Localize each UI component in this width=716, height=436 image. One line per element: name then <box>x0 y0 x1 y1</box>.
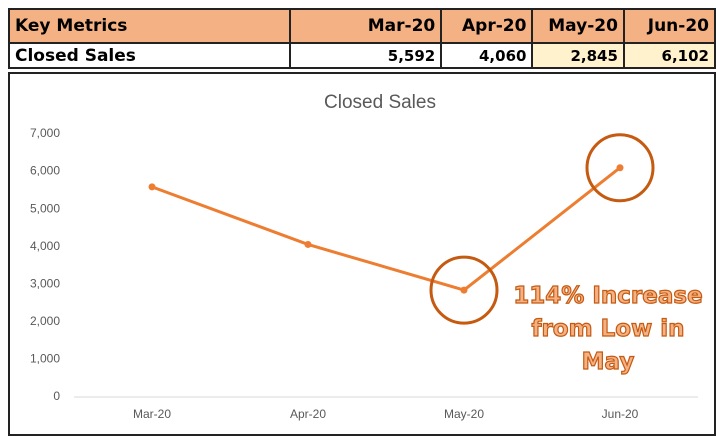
y-tick-label: 2,000 <box>30 314 60 328</box>
cell: 6,102 <box>622 42 716 69</box>
cell: 4,060 <box>440 42 534 69</box>
y-tick-label: 4,000 <box>30 239 60 253</box>
y-tick-label: 7,000 <box>30 126 60 140</box>
x-tick-label: May-20 <box>444 407 484 421</box>
y-tick-label: 6,000 <box>30 164 60 178</box>
y-tick-label: 5,000 <box>30 201 60 215</box>
y-tick-label: 0 <box>53 389 60 403</box>
x-tick-label: Jun-20 <box>602 407 639 421</box>
y-tick-label: 1,000 <box>30 352 60 366</box>
header-cell: Apr-20 <box>440 8 534 44</box>
header-cell: May-20 <box>531 8 625 44</box>
header-cell: Key Metrics <box>7 8 292 44</box>
point <box>304 240 312 248</box>
y-tick-label: 3,000 <box>30 276 60 290</box>
highlight-circle <box>585 133 655 203</box>
point <box>460 286 468 294</box>
point <box>616 164 624 172</box>
chart-title: Closed Sales <box>324 92 436 113</box>
cell: 2,845 <box>531 42 625 69</box>
annotation: 114% Increase from Low in May <box>513 282 704 375</box>
metrics-table: Key Metrics Mar-20 Apr-20 May-20 Jun-20 … <box>7 8 716 69</box>
header-cell: Mar-20 <box>289 8 443 44</box>
x-tick-label: Apr-20 <box>290 407 326 421</box>
line <box>151 166 621 292</box>
x-tick-label: Mar-20 <box>133 407 171 421</box>
row-label: Closed Sales <box>7 42 292 69</box>
chart: Closed Sales 0 1,000 2,000 3,000 4,000 5,000 6… <box>8 72 716 436</box>
data-row: Closed Sales 5,592 4,060 2,845 6,102 <box>7 42 716 69</box>
highlight-circle <box>429 255 499 325</box>
header-cell: Jun-20 <box>622 8 716 44</box>
cell: 5,592 <box>289 42 443 69</box>
header-row: Key Metrics Mar-20 Apr-20 May-20 Jun-20 <box>7 8 716 44</box>
point <box>148 183 156 191</box>
